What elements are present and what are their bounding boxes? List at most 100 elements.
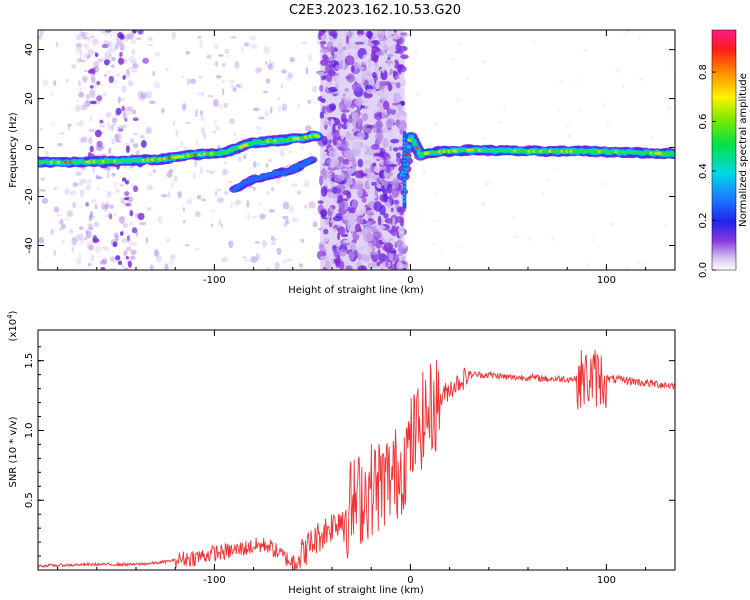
spectrogram-cell xyxy=(357,101,361,110)
spectrogram-cell xyxy=(356,132,366,140)
spectrogram-cell xyxy=(148,36,153,42)
spectrogram-cell xyxy=(513,235,518,239)
spectrogram-cell xyxy=(391,35,401,40)
spectrogram-cell xyxy=(210,223,214,227)
spectrogram-cell xyxy=(39,189,46,192)
snr-y-label: SNR (10 * v/v) xyxy=(8,416,19,487)
spectrogram-cell xyxy=(650,135,654,140)
spectrogram-cell xyxy=(402,201,407,206)
spectrogram-cell xyxy=(285,76,291,81)
spectrogram-cell xyxy=(323,228,329,235)
spectrogram-cell xyxy=(139,134,145,139)
spectrogram-cell xyxy=(328,56,335,62)
spectrogram-cell xyxy=(440,251,443,255)
spectrogram-cell xyxy=(229,117,235,124)
spectrogram-cell xyxy=(373,174,378,181)
spectrogram-cell xyxy=(319,255,330,261)
spectrogram-cell xyxy=(329,256,337,260)
spectrogram-cell xyxy=(364,232,374,242)
spectrogram-cell xyxy=(357,253,363,261)
spectrogram-cell xyxy=(65,77,69,84)
spectrogram-cell xyxy=(152,169,156,173)
spectrogram-cell xyxy=(402,204,407,209)
spectrogram-cell xyxy=(282,260,287,264)
spectrogram-cell xyxy=(267,267,270,270)
spectrogram-cell xyxy=(160,193,168,198)
spectrogram-cell xyxy=(64,187,70,195)
spectrogram-cell xyxy=(400,54,409,59)
spectrogram-cell xyxy=(223,161,228,165)
spectrogram-cell xyxy=(383,87,388,96)
spectrogram-cell xyxy=(638,37,642,41)
spectrogram-cell xyxy=(341,168,350,172)
spectrogram-cell xyxy=(50,91,53,96)
spectrogram-cell xyxy=(403,145,406,148)
spectrogram-cell xyxy=(219,103,222,109)
spectrogram-cell xyxy=(251,215,258,219)
spectrogram-cell xyxy=(72,201,77,209)
spectrogram-cell xyxy=(342,93,346,97)
spectrogram-cell xyxy=(125,33,131,40)
spectrogram-cell xyxy=(328,30,337,36)
spectrogram-cell xyxy=(154,51,161,57)
spectrogram-cell xyxy=(317,200,324,205)
spectrogram-cell xyxy=(339,227,346,236)
spectrogram-cell xyxy=(365,88,376,95)
spectrogram-cell xyxy=(377,215,382,227)
spectrogram-cell xyxy=(167,191,171,199)
spectrogram-cell xyxy=(387,53,394,58)
spectrogram-cell xyxy=(58,228,63,231)
spectrogram-cell xyxy=(107,122,111,130)
spectrogram-cell xyxy=(84,237,87,241)
spectrogram-cell xyxy=(79,137,86,144)
spectrogram-cell xyxy=(115,107,122,115)
spectrogram-cell xyxy=(371,213,379,220)
spectrogram-cell xyxy=(531,266,534,269)
spectrogram-cell xyxy=(348,241,356,251)
spectrogram-cell xyxy=(215,75,222,79)
spectrogram-cell xyxy=(59,132,65,135)
spectrogram-cell xyxy=(403,141,406,144)
spectrogram-cell xyxy=(600,182,606,186)
spectrogram-cell xyxy=(400,255,406,261)
spectrogram-cell xyxy=(403,185,406,188)
spectrogram-cell xyxy=(340,112,347,123)
spectrogram-cell xyxy=(275,176,281,185)
spectrogram-cell xyxy=(205,169,211,173)
spectrogram-cell xyxy=(335,242,341,248)
spectrogram-cell xyxy=(332,95,342,105)
spectrogram-cell xyxy=(115,255,121,261)
spectrogram-cell xyxy=(196,194,202,200)
spectrogram-cell xyxy=(148,100,156,105)
spectrogram-cell xyxy=(145,237,149,244)
spectrogram-cell xyxy=(376,103,380,107)
spectrogram-cell xyxy=(367,57,371,69)
spectrogram-cell xyxy=(254,241,260,244)
spectrogram-cell xyxy=(218,219,222,226)
spectrogram-cell xyxy=(55,42,59,48)
spectrogram-cell xyxy=(357,34,364,41)
spectrogram-cell xyxy=(376,224,386,230)
spectrogram-cell xyxy=(114,233,119,242)
spectrogram-cell xyxy=(379,258,385,264)
spectrogram-cell xyxy=(165,68,169,71)
spectrogram-cell xyxy=(369,251,379,256)
spectrogram-cell xyxy=(351,112,360,122)
spectrogram-cell xyxy=(382,100,390,110)
spectrogram-cell xyxy=(166,171,173,178)
spectrogram-cell xyxy=(120,216,124,225)
spectrogram-cell xyxy=(342,189,350,196)
spectrogram-cell xyxy=(87,226,94,231)
spectrogram-cell xyxy=(319,84,324,92)
spectrogram-cell xyxy=(105,30,112,33)
spectrogram-cell xyxy=(277,105,282,113)
spectrogram-ticks: -100 0 100 -40 -20 0 20 40 xyxy=(24,30,675,286)
spectrogram-cell xyxy=(237,156,243,162)
spectrogram-cell xyxy=(375,119,383,130)
spectrogram-cell xyxy=(296,190,302,195)
spectrogram-cell xyxy=(81,37,89,40)
spectrogram-cell xyxy=(270,106,273,114)
spectrogram-cell xyxy=(145,126,152,135)
spectrogram-cell xyxy=(255,70,260,74)
spectrogram-cell xyxy=(559,79,564,85)
